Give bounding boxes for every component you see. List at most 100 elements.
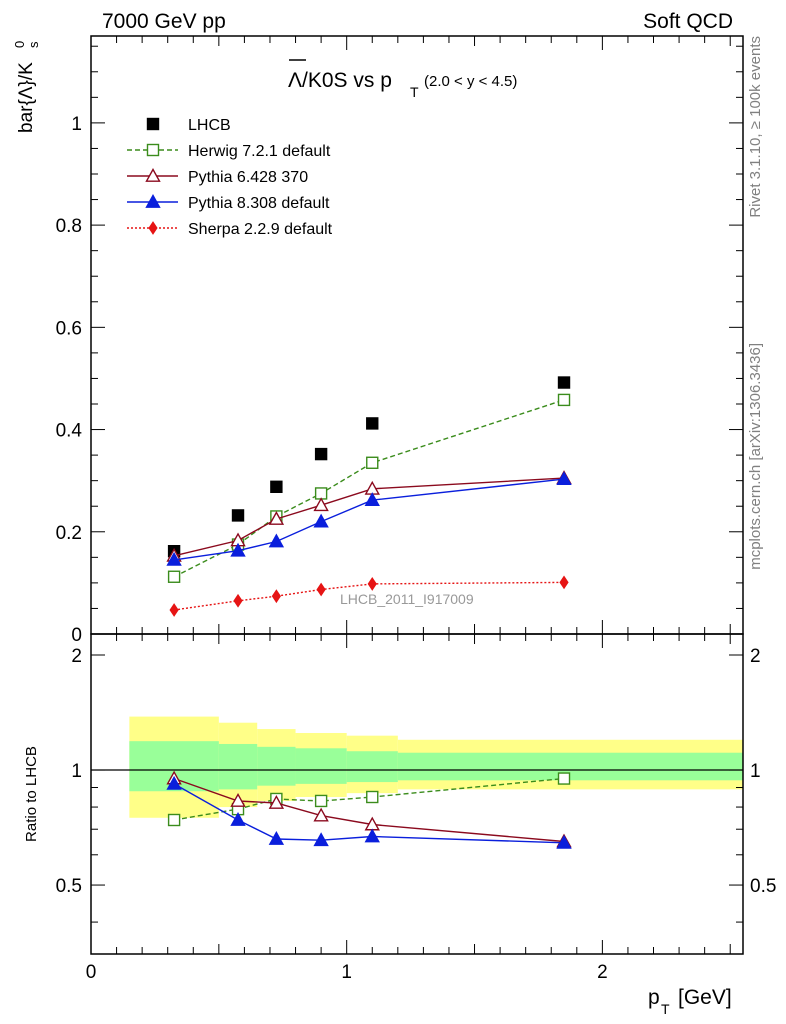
main-y-label-superscript: 0 bbox=[12, 41, 27, 48]
title-range: (2.0 < y < 4.5) bbox=[424, 73, 517, 90]
ratio-y-tick-label: 0.5 bbox=[56, 876, 82, 897]
legend-lhcb-marker bbox=[146, 117, 160, 131]
ratio-uncertainty-bands bbox=[91, 716, 743, 818]
ratio-pythia-8-308-default-line bbox=[173, 783, 565, 844]
ratio-herwig-7-2-1-default-point bbox=[557, 772, 571, 785]
ratio-plot-frame bbox=[90, 633, 744, 955]
ratio-herwig-7-2-1-default-point bbox=[366, 790, 379, 804]
main-pythia-8-308-default-point bbox=[313, 513, 329, 528]
ratio-y-tick-label: 1 bbox=[71, 761, 82, 782]
header-left-label: 7000 GeV pp bbox=[102, 10, 226, 33]
ratio-y-tick-label: 2 bbox=[71, 646, 82, 667]
legend-herwig-7-2-1-default-marker bbox=[146, 143, 160, 157]
ratio-inner-band bbox=[218, 743, 258, 790]
title-subscript: T bbox=[410, 84, 419, 100]
mcplots-source-label: mcplots.cern.ch [arXiv:1306.3436] bbox=[747, 343, 764, 570]
ratio-pythia-6-428-370-point bbox=[268, 795, 285, 809]
main-sherpa-2-2-9-default-point bbox=[169, 603, 179, 617]
ratio-herwig-7-2-1-default-line bbox=[173, 777, 565, 821]
main-y-tick-label: 0 bbox=[71, 625, 82, 646]
x-tick-label: 2 bbox=[597, 962, 608, 983]
main-lhcb-point bbox=[557, 376, 571, 389]
main-y-tick-label: 0.2 bbox=[56, 523, 82, 544]
ratio-tick-labels: 0.5 0.5 1 1 2 2 0 1 2 bbox=[56, 646, 777, 983]
main-pythia-8-308-default-point bbox=[268, 533, 285, 548]
legend-pythia-6-428-370-label: Pythia 6.428 370 bbox=[188, 169, 308, 186]
main-lhcb-point bbox=[314, 447, 328, 461]
legend-pythia-6-428-370-marker bbox=[145, 168, 161, 182]
main-pythia-8-308-default-point bbox=[556, 471, 572, 486]
main-pythia-8-308-default-point bbox=[230, 542, 246, 557]
x-label-unit: [GeV] bbox=[678, 986, 732, 1009]
main-y-tick-label: 0.6 bbox=[56, 318, 82, 339]
main-sherpa-2-2-9-default-line bbox=[174, 581, 565, 611]
legend: LHCB Herwig 7.2.1 default Pythia 6.428 370… bbox=[127, 117, 333, 238]
x-tick-label: 0 bbox=[86, 962, 97, 983]
main-y-axis-label: bar{Λ}/K 0 s bbox=[12, 41, 41, 133]
plot-title: Λ/K0S vs p T (2.0 < y < 4.5) bbox=[288, 59, 517, 100]
main-sherpa-2-2-9-default-point bbox=[233, 593, 243, 608]
ratio-y-tick-label-right: 2 bbox=[750, 646, 761, 667]
ratio-y-axis-label: Ratio to LHCB bbox=[23, 746, 40, 842]
ratio-inner-band bbox=[257, 746, 296, 786]
ratio-series-group bbox=[166, 770, 572, 849]
main-herwig-7-2-1-default-point bbox=[167, 570, 181, 583]
main-y-tick-label: 0.4 bbox=[56, 421, 83, 442]
legend-sherpa-2-2-9-default-label: Sherpa 2.2.9 default bbox=[188, 221, 333, 238]
ratio-inner-band bbox=[295, 748, 347, 784]
ratio-pythia-6-428-370-point bbox=[313, 807, 329, 822]
x-label-main: p bbox=[648, 986, 660, 1009]
main-herwig-7-2-1-default-point bbox=[557, 393, 571, 407]
ratio-inner-band bbox=[397, 752, 743, 781]
main-herwig-7-2-1-default-line bbox=[173, 399, 565, 578]
ratio-panel: 0.5 0.5 1 1 2 2 0 1 2 Ratio to LHCB p T [GeV] bbox=[23, 633, 777, 1017]
main-pythia-6-428-370-point bbox=[268, 511, 285, 525]
ratio-pythia-8-308-default-point bbox=[364, 828, 380, 843]
main-pythia-6-428-370-point bbox=[313, 497, 329, 512]
ratio-pythia-8-308-default-point bbox=[556, 834, 572, 849]
main-herwig-7-2-1-default-point bbox=[366, 456, 379, 469]
main-pythia-8-308-default-point bbox=[364, 492, 380, 506]
legend-herwig-7-2-1-default-label: Herwig 7.2.1 default bbox=[188, 143, 331, 160]
ratio-pythia-6-428-370-point bbox=[230, 793, 246, 807]
analysis-tag: LHCB_2011_I917009 bbox=[340, 591, 474, 607]
ratio-pythia-8-308-default-point bbox=[313, 832, 329, 847]
legend-sherpa-2-2-9-default-marker bbox=[148, 221, 158, 235]
main-y-tick-label: 0.8 bbox=[56, 216, 82, 237]
ratio-y-tick-label-right: 1 bbox=[750, 761, 761, 782]
main-y-tick-labels: 0 0.2 0.4 0.6 0.8 1 bbox=[56, 114, 83, 646]
header-right-label: Soft QCD bbox=[643, 10, 733, 33]
main-panel: 0 0.2 0.4 0.6 0.8 1 Λ/K0S vs p T (2.0 < y < 4… bbox=[12, 35, 744, 646]
main-y-tick-label: 1 bbox=[71, 114, 82, 135]
legend-pythia-8-308-default-marker bbox=[145, 194, 161, 208]
main-sherpa-2-2-9-default-point bbox=[559, 575, 569, 590]
main-lhcb-point bbox=[231, 509, 245, 522]
x-label-subscript: T bbox=[661, 1001, 670, 1017]
x-tick-label: 1 bbox=[341, 962, 352, 983]
legend-lhcb-label: LHCB bbox=[188, 117, 231, 134]
ratio-pythia-6-428-370-line bbox=[173, 777, 565, 843]
main-axis-ticks bbox=[90, 36, 743, 635]
title-main: Λ/K0S vs p bbox=[288, 69, 392, 92]
ratio-pythia-8-308-default-point bbox=[166, 775, 182, 790]
main-sherpa-2-2-9-default-point bbox=[367, 577, 377, 591]
main-sherpa-2-2-9-default-point bbox=[316, 582, 326, 597]
ratio-inner-band bbox=[346, 751, 398, 783]
main-lhcb-point bbox=[270, 480, 283, 493]
ratio-pythia-8-308-default-point bbox=[230, 812, 246, 826]
ratio-axis-ticks bbox=[90, 634, 743, 954]
x-axis-label: p T [GeV] bbox=[648, 986, 732, 1017]
ratio-pythia-8-308-default-point bbox=[268, 831, 285, 845]
main-pythia-6-428-370-line bbox=[173, 477, 565, 557]
ratio-herwig-7-2-1-default-point bbox=[314, 794, 328, 808]
ratio-herwig-7-2-1-default-point bbox=[167, 813, 181, 827]
main-pythia-8-308-default-point bbox=[166, 551, 182, 566]
main-y-label-subscript: s bbox=[26, 41, 41, 48]
ratio-y-tick-label-right: 0.5 bbox=[750, 876, 776, 897]
main-series-group bbox=[166, 376, 572, 617]
main-sherpa-2-2-9-default-point bbox=[271, 589, 281, 604]
legend-pythia-8-308-default-label: Pythia 8.308 default bbox=[188, 195, 330, 212]
main-pythia-8-308-default-line bbox=[174, 478, 565, 561]
main-y-label-text: bar{Λ}/K bbox=[16, 62, 37, 133]
